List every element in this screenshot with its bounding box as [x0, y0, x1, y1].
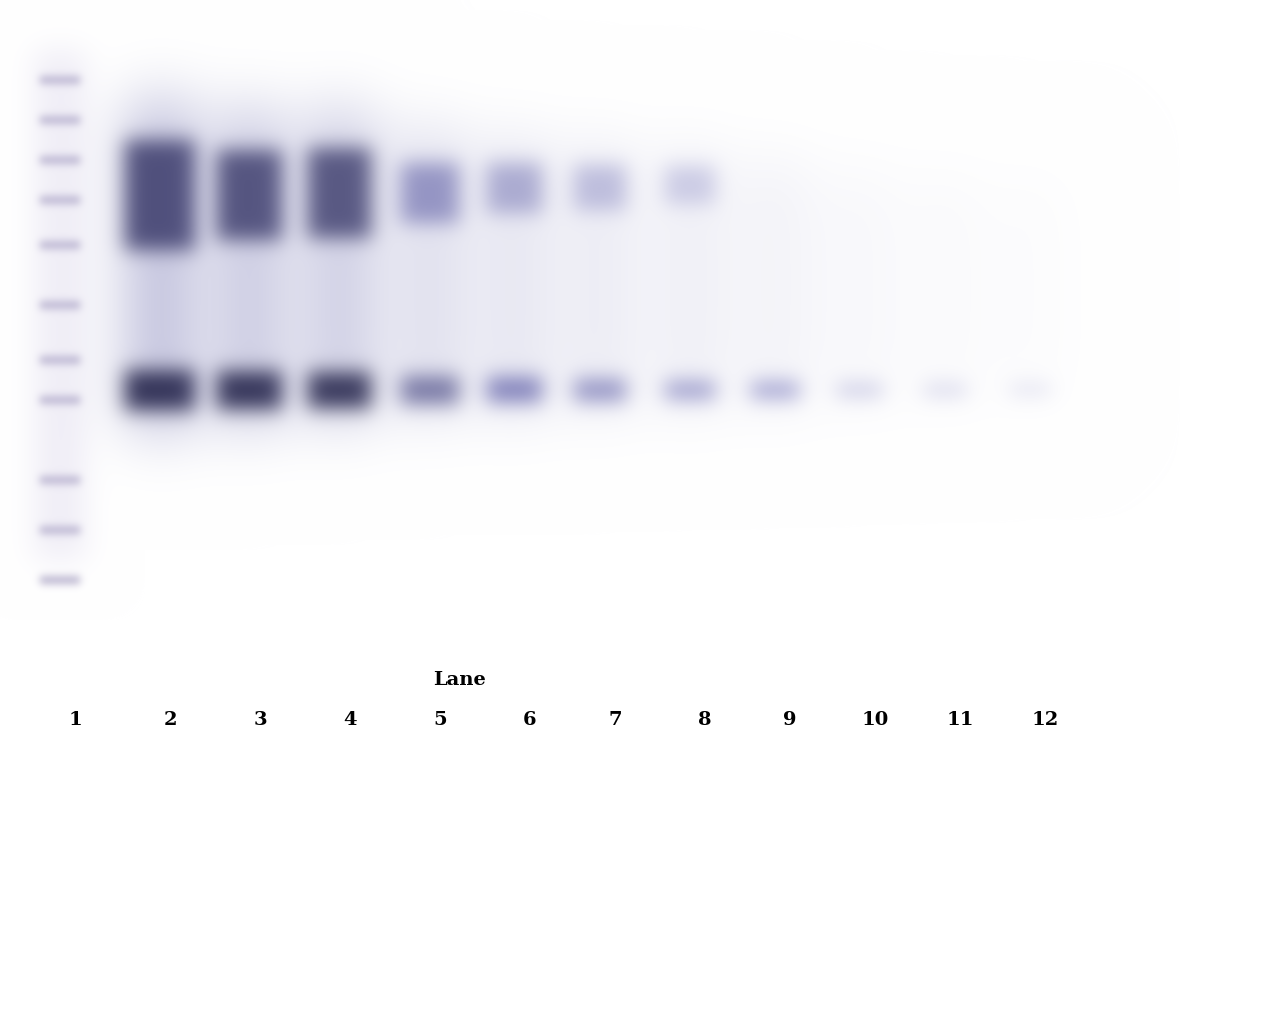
Text: 8: 8	[699, 711, 712, 729]
Text: 6: 6	[524, 711, 536, 729]
Text: Lane: Lane	[434, 671, 486, 689]
Text: 7: 7	[608, 711, 622, 729]
Text: 10: 10	[861, 711, 888, 729]
Text: 12: 12	[1032, 711, 1059, 729]
Text: 5: 5	[433, 711, 447, 729]
Text: 2: 2	[164, 711, 177, 729]
Text: 3: 3	[253, 711, 266, 729]
Text: 11: 11	[946, 711, 974, 729]
Text: 1: 1	[68, 711, 82, 729]
Text: 9: 9	[783, 711, 796, 729]
Text: 4: 4	[343, 711, 357, 729]
